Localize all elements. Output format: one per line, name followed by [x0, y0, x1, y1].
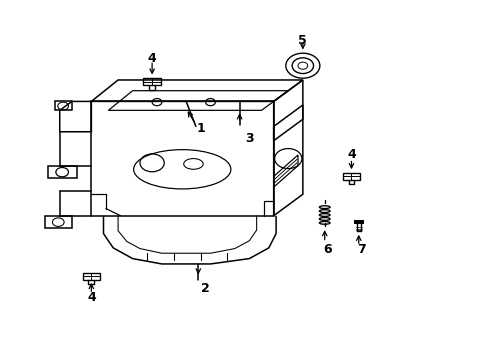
Text: 2: 2 [201, 283, 209, 296]
Text: 4: 4 [87, 291, 96, 305]
Bar [342, 173, 360, 180]
Text: 6: 6 [322, 243, 331, 256]
Bar [143, 78, 161, 85]
Bar [82, 273, 100, 280]
Text: 1: 1 [196, 122, 204, 135]
Text: 4: 4 [147, 52, 156, 65]
Text: 4: 4 [346, 148, 355, 162]
Text: 5: 5 [298, 34, 306, 47]
Text: 7: 7 [356, 243, 365, 256]
Text: 3: 3 [244, 132, 253, 145]
